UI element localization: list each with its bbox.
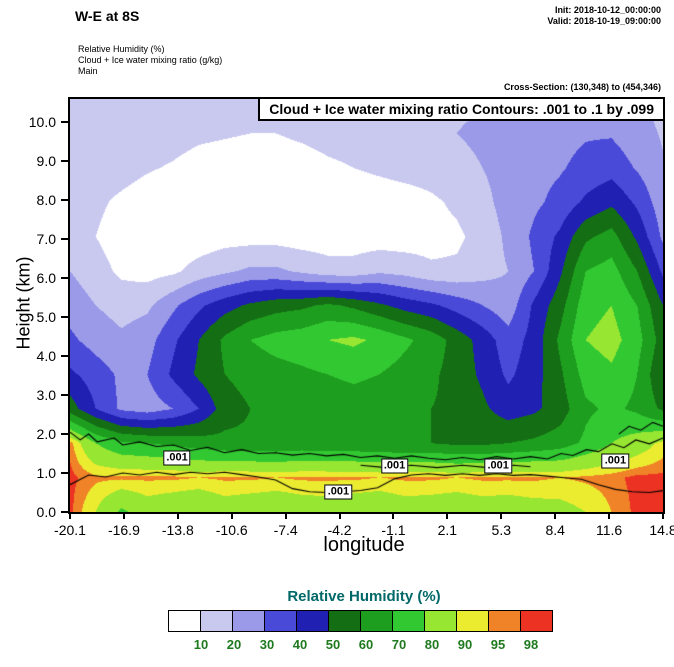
contour-value-label: .001 [324,484,353,500]
page-title: W-E at 8S [75,8,140,24]
x-tick-label: 8.4 [545,522,565,538]
y-tick-mark [61,316,68,319]
y-tick-label: 9.0 [36,153,56,170]
x-tick-label: 11.6 [595,522,623,538]
y-tick-label: 7.0 [36,231,56,248]
y-tick-mark [61,433,68,436]
x-tick-label: -13.8 [161,522,194,538]
x-tick-mark [608,512,611,519]
colorbar-swatch [168,610,201,632]
colorbar-swatch [488,610,521,632]
colorbar-level-label: 50 [325,637,341,652]
y-tick-label: 6.0 [36,270,56,287]
colorbar-title: Relative Humidity (%) [287,588,441,605]
x-tick-label: -4.2 [327,522,352,538]
y-tick-mark [61,277,68,280]
cross-section-coords: Cross-Section: (130,348) to (454,346) [503,82,661,92]
contour-value-label: .001 [484,458,512,474]
contour-value-label: .001 [163,450,191,466]
x-tick-label: 2.1 [437,522,458,538]
colorbar-level-label: 90 [457,637,473,652]
x-tick-mark [446,512,449,519]
colorbar-swatch [424,610,457,632]
y-tick-mark [61,199,68,202]
contour-value-label: .001 [601,453,630,469]
y-tick-label: 4.0 [36,348,56,365]
colorbar-swatch [360,610,393,632]
colorbar-swatch [520,610,553,632]
y-tick-label: 0.0 [36,504,56,520]
colorbar-level-label: 98 [523,637,539,652]
y-tick-label: 1.0 [36,465,56,482]
x-tick-label: -7.4 [273,522,298,538]
init-time: Init: 2018-10-12_00:00:00 [554,5,661,15]
colorbar-swatch [392,610,425,632]
contour-fill-canvas [70,99,663,512]
y-tick-label: 10.0 [28,114,56,131]
field-line-domain: Main [78,66,98,76]
x-axis-label: longitude [323,534,405,556]
field-line-rh: Relative Humidity (%) [78,44,165,54]
x-tick-label: -16.9 [107,522,140,538]
x-tick-label: 5.3 [491,522,511,538]
x-tick-label: -20.1 [54,522,86,538]
valid-time: Valid: 2018-10-19_09:00:00 [547,16,661,26]
colorbar-swatch [232,610,265,632]
colorbar [168,610,553,632]
x-tick-mark [500,512,503,519]
y-tick-mark [61,355,68,358]
colorbar-level-label: 30 [259,637,275,652]
colorbar-level-label: 20 [226,637,242,652]
plot-area: Cloud + Ice water mixing ratio Contours:… [29,97,674,538]
x-tick-mark [122,512,125,519]
x-tick-mark [284,512,287,519]
colorbar-level-label: 60 [358,637,374,652]
x-tick-mark [69,512,71,519]
x-tick-mark [662,512,664,519]
colorbar-swatch [264,610,297,632]
colorbar-labels: 10 20 30 40 50 60 70 80 90 95 98 [168,637,564,653]
x-tick-mark [176,512,179,519]
y-tick-mark [61,160,68,163]
contour-spec-banner: Cloud + Ice water mixing ratio Contours:… [258,97,665,121]
x-tick-label: 14.8 [649,522,674,538]
y-tick-mark [61,121,68,124]
colorbar-level-label: 70 [391,637,407,652]
x-tick-mark [230,512,233,519]
contour-value-label: .001 [380,458,409,474]
colorbar-level-label: 95 [490,637,506,652]
colorbar-level-label: 40 [292,637,308,652]
x-tick-label: -1.1 [381,522,406,538]
x-tick-mark [392,512,395,519]
x-tick-label: -10.6 [215,522,248,538]
x-tick-mark [554,512,557,519]
y-tick-mark [61,238,68,241]
y-tick-mark [61,394,68,397]
colorbar-swatch [296,610,329,632]
y-tick-label: 8.0 [36,192,56,209]
colorbar-swatch [328,610,361,632]
colorbar-level-label: 10 [193,637,209,652]
field-line-cloud: Cloud + Ice water mixing ratio (g/kg) [78,55,223,65]
y-tick-mark [61,511,68,513]
y-tick-mark [61,472,68,475]
y-tick-label: 2.0 [36,426,56,443]
y-tick-label: 5.0 [36,309,56,326]
x-tick-mark [338,512,341,519]
colorbar-swatch [456,610,489,632]
colorbar-swatch [200,610,233,632]
model-run-times: Init: 2018-10-12_00:00:00 Valid: 2018-10… [547,5,661,27]
colorbar-level-label: 80 [424,637,440,652]
y-tick-label: 3.0 [36,387,56,404]
field-legend: Relative Humidity (%) Cloud + Ice water … [78,44,222,77]
